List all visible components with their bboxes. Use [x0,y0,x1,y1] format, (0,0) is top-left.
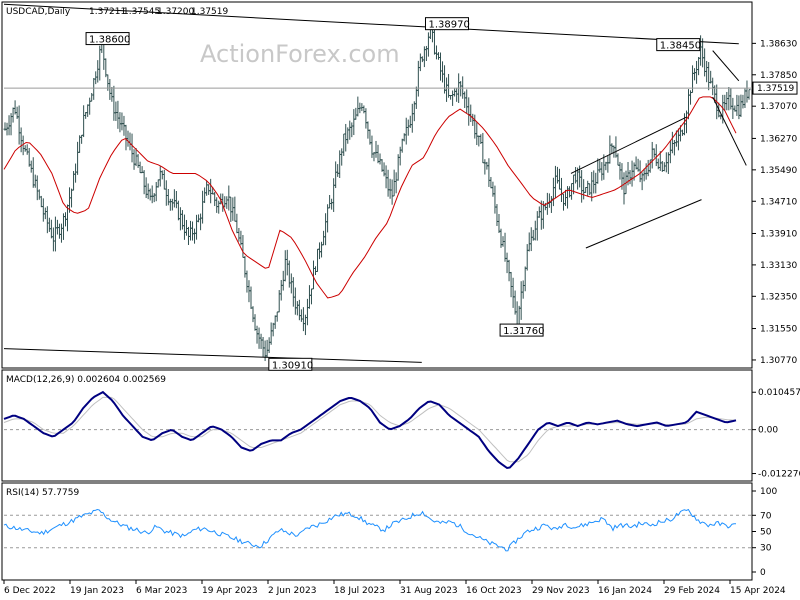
watermark: ActionForex.com [200,40,400,68]
current-price-tag [752,81,798,95]
macd-line [3,390,737,470]
date-axis-label: 29 Nov 2023 [532,586,590,596]
price-axis-label: 1.38630 [760,39,797,49]
rsi-axis-label: 30 [760,544,772,554]
macd-layer: 0.010457 0.00 -0.012276 [3,388,800,480]
rsi-header: RSI(14) 57.7759 [6,488,79,498]
annotation-label: 1.38600 [89,35,130,46]
price-axis-label: 1.35490 [760,166,797,176]
rsi-line [3,508,737,552]
annotation: 1.38970 [424,17,470,31]
date-axis-label: 29 Feb 2024 [664,586,720,596]
price-axis-label: 1.31550 [760,325,797,335]
moving-average-line [3,96,737,299]
macd-axis-label: 0.00 [758,426,778,436]
wedge-lower-line [712,96,747,166]
annotation: 1.30910 [268,357,313,371]
upper-trendline [3,3,739,45]
price-axis-label: 1.36270 [760,134,797,144]
rsi-axis-label: 0 [760,568,766,578]
lower-trendline [3,348,422,363]
macd-signal-line [3,396,737,463]
price-panel [1,1,753,369]
rsi-axis-label: 100 [760,487,777,497]
price-axis-label: 1.37070 [760,102,797,112]
date-axis-label: 19 Apr 2023 [202,586,258,596]
date-axis-label: 2 Jun 2023 [268,586,316,596]
price-header-close: 1.37519 [191,7,228,17]
current-price-marker: 1.37519 [4,81,798,95]
annotation-box [499,323,544,337]
rsi-axis-label: 50 [760,528,772,538]
price-axis-label: 1.34710 [760,197,797,207]
annotation-box [85,32,130,46]
annotation-box [268,357,313,371]
macd-panel [1,369,753,482]
price-axis-label: 1.32350 [760,292,797,302]
date-axis-label: 19 Jan 2023 [70,586,124,596]
date-axis-label: 31 Aug 2023 [400,586,458,596]
date-axis-label: 6 Dec 2022 [4,586,56,596]
price-axis-label: 1.33910 [760,229,797,239]
date-axis-label: 15 Apr 2024 [730,586,786,596]
price-annotations: 1.38600 1.38970 1.38450 1.31760 1.30910 [85,17,701,371]
moving-average [3,96,737,299]
date-axis-label: 16 Oct 2023 [466,586,522,596]
price-header-low: 1.37200 [157,7,194,17]
annotation: 1.31760 [499,323,544,337]
date-axis-label: 18 Jul 2023 [334,586,385,596]
macd-axis-label: -0.012276 [758,470,800,480]
price-bar [747,89,751,100]
annotation-label: 1.38450 [660,41,701,52]
price-axis: 1.38630 1.37850 1.37070 1.36270 1.35490 1.347… [752,39,797,366]
annotation-box [424,17,469,31]
price-axis-label: 1.33130 [760,261,797,271]
channel-upper-line [570,116,687,174]
annotation: 1.38600 [85,32,130,46]
date-axis-label: 6 Mar 2023 [136,586,187,596]
trendlines [3,3,747,363]
annotation-label: 1.38970 [428,20,469,31]
price-header-open: 1.37211 [89,7,126,17]
wedge-upper-line [712,50,740,82]
rsi-layer: 100 70 50 30 0 [3,487,777,578]
macd-header: MACD(12,26,9) 0.002604 0.002569 [6,375,166,385]
price-axis-label: 1.37850 [760,71,797,81]
rsi-axis-label: 70 [760,511,772,521]
price-header-symbol: USDCAD,Daily [6,7,71,17]
rsi-panel [1,482,753,581]
current-price-label: 1.37519 [757,84,794,94]
channel-lower-line [585,199,702,249]
annotation-box [656,38,701,52]
price-axis-label: 1.30770 [760,356,797,366]
annotation-label: 1.31760 [503,326,544,337]
annotation-label: 1.30910 [272,360,313,371]
date-axis: 6 Dec 2022 19 Jan 2023 6 Mar 2023 19 Apr 20… [3,580,786,596]
date-axis-label: 16 Jan 2024 [598,586,652,596]
macd-axis-label: 0.010457 [758,388,800,398]
annotation: 1.38450 [656,38,701,52]
